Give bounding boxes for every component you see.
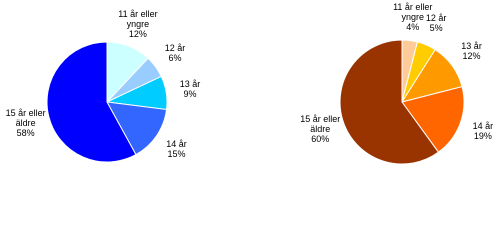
value-label: 19% [473, 131, 492, 142]
pie-slice [401, 85, 465, 153]
category-label: 12 år [425, 13, 447, 24]
value-label: 6% [168, 52, 182, 63]
category-label: 15 år eller äldre [300, 113, 341, 134]
slice-label: 15 år eller äldre 60% [297, 114, 343, 144]
value-label: 5% [429, 23, 443, 34]
slice-label: 12 år 5% [413, 13, 459, 33]
category-label: 13 år [461, 41, 482, 52]
slice-label: 11 år eller yngre 4% [390, 2, 436, 32]
charts [46, 39, 465, 165]
slice-label: 15 år eller äldre 58% [3, 108, 49, 138]
slice-label: 13 år 9% [167, 79, 213, 99]
value-label: 12% [128, 28, 147, 39]
slice-label: 14 år 15% [153, 139, 199, 159]
category-label: 11 år eller yngre [393, 1, 433, 22]
value-label: 58% [16, 127, 35, 138]
slice-label: 13 år 12% [449, 41, 495, 61]
value-label: 60% [311, 133, 330, 144]
category-label: 11 år eller yngre [118, 8, 158, 29]
slice-label: 11 år eller yngre 12% [115, 9, 161, 39]
category-label: 13 år [179, 78, 201, 89]
pie-slice [106, 101, 168, 156]
pie-slice [46, 41, 137, 163]
category-label: 12 år [164, 42, 186, 53]
page: 11 år eller yngre 12% 12 år 6% 13 år 9% 14 år 1… [3, 1, 501, 165]
slice-label: 12 år 6% [152, 43, 198, 63]
pie-slice [339, 39, 440, 165]
slice-label: 14 år 19% [460, 121, 501, 141]
value-label: 12% [462, 51, 481, 62]
category-label: 15 år eller äldre [5, 107, 46, 128]
value-label: 15% [167, 149, 186, 160]
value-label: 4% [406, 21, 420, 32]
category-label: 14 år [166, 139, 187, 150]
category-label: 14 år [472, 121, 494, 132]
value-label: 9% [183, 88, 197, 99]
